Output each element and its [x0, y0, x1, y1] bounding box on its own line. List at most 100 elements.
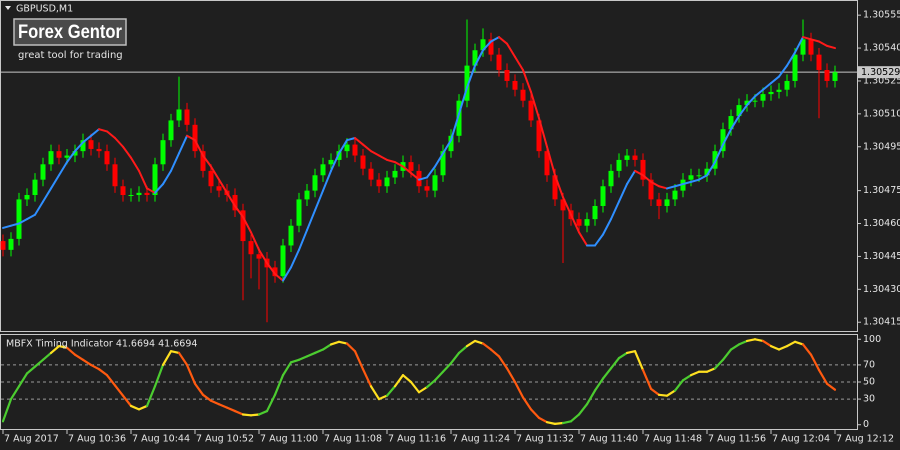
indicator-segment: [201, 393, 213, 402]
candle-body: [688, 175, 694, 180]
trend-line-segment: [250, 231, 260, 251]
indicator-segment: [265, 393, 277, 413]
indicator-segment: [17, 372, 29, 388]
candle-body: [312, 175, 318, 191]
indicator-segment: [745, 338, 757, 343]
trend-line-segment: [618, 183, 628, 203]
indicator-segment: [273, 374, 285, 396]
indicator-segment: [97, 368, 109, 377]
indicator-segment: [281, 361, 293, 377]
indicator-segment: [801, 343, 813, 356]
logo-box: [13, 18, 127, 46]
candle-body: [8, 238, 14, 250]
trend-line-segment: [26, 213, 36, 221]
indicator-segment: [409, 380, 421, 394]
indicator-segment: [561, 420, 573, 425]
trend-line-segment: [58, 161, 68, 177]
candle-body: [480, 39, 486, 51]
candle-body: [816, 54, 822, 70]
y-tick-label: 1.30430: [863, 284, 900, 295]
menu-icon[interactable]: [5, 6, 11, 10]
candle-body: [24, 195, 30, 200]
trend-line-segment: [298, 229, 308, 251]
indicator-segment: [33, 358, 45, 368]
indicator-segment: [161, 350, 173, 367]
trend-line-segment: [442, 139, 452, 155]
indicator-segment: [193, 382, 205, 396]
candle-body: [512, 80, 518, 90]
indicator-segment: [641, 368, 653, 390]
candle-body: [48, 151, 54, 165]
x-tick-label: 7 Aug 11:32: [516, 434, 574, 445]
candle-body: [768, 91, 774, 95]
y-tick-label: 1.30540: [863, 43, 900, 54]
trend-line-segment: [506, 42, 516, 58]
indicator-segment: [489, 348, 501, 358]
trend-line-segment: [714, 143, 724, 164]
candle-body: [352, 144, 358, 156]
indicator-segment: [209, 399, 221, 406]
candle-body: [64, 155, 70, 158]
trend-line-segment: [426, 165, 436, 179]
trend-line-segment: [322, 169, 332, 192]
trend-line-segment: [162, 169, 172, 186]
candle-body: [360, 155, 366, 169]
x-tick-label: 7 Aug 10:52: [196, 434, 254, 445]
trend-line-segment: [282, 266, 292, 282]
candle-body: [744, 100, 750, 106]
y-tick-label: 100: [863, 334, 881, 345]
trend-line-segment: [114, 136, 124, 148]
indicator-segment: [545, 421, 557, 425]
trend-line-segment: [90, 128, 100, 137]
trend-line-segment: [746, 95, 756, 107]
indicator-segment: [145, 385, 157, 408]
indicator-segment: [313, 348, 325, 355]
indicator-segment: [401, 374, 413, 384]
candle-body: [152, 164, 158, 196]
indicator-segment: [137, 404, 149, 411]
indicator-segment: [705, 367, 717, 373]
indicator-segment: [289, 358, 301, 364]
indicator-segment: [537, 416, 549, 424]
indicator-segment: [441, 362, 453, 373]
indicator-segment: [65, 346, 77, 356]
candle-body: [720, 129, 726, 152]
candle-body: [432, 175, 438, 191]
trend-line-segment: [122, 145, 132, 159]
trend-line-segment: [762, 82, 772, 91]
indicator-segment: [785, 340, 797, 348]
candle-body: [272, 267, 278, 277]
candle-body: [320, 164, 326, 176]
indicator-segment: [505, 367, 517, 384]
candle-body: [704, 168, 710, 176]
x-tick-label: 7 Aug 10:44: [132, 434, 190, 445]
trend-line-segment: [642, 174, 652, 183]
candle-body: [648, 179, 654, 200]
indicator-segment: [633, 350, 645, 372]
indicator-segment: [257, 409, 269, 416]
trend-line-segment: [778, 64, 788, 78]
candle-body: [832, 72, 838, 81]
trend-line-segment: [666, 185, 676, 190]
indicator-segment: [417, 386, 429, 394]
candle-body: [592, 205, 598, 220]
candle-body: [392, 170, 398, 178]
indicator-segment: [625, 350, 637, 355]
indicator-segment: [825, 382, 837, 391]
candle-body: [344, 144, 350, 152]
trend-line-segment: [738, 104, 748, 118]
trend-line-segment: [770, 75, 780, 85]
x-tick-label: 7 Aug 12:04: [772, 434, 830, 445]
candle-body: [792, 54, 798, 81]
candle-body: [488, 39, 494, 55]
tagline: great tool for trading: [18, 50, 123, 61]
y-tick-label: 1.30510: [863, 108, 900, 119]
candle-body: [448, 135, 454, 152]
candle-body: [472, 50, 478, 66]
trend-line-segment: [562, 196, 572, 216]
indicator-segment: [233, 409, 245, 416]
y-tick-label: 0: [863, 419, 869, 430]
trend-line-segment: [274, 272, 284, 282]
indicator-segment: [529, 408, 541, 419]
indicator-segment: [433, 370, 445, 382]
